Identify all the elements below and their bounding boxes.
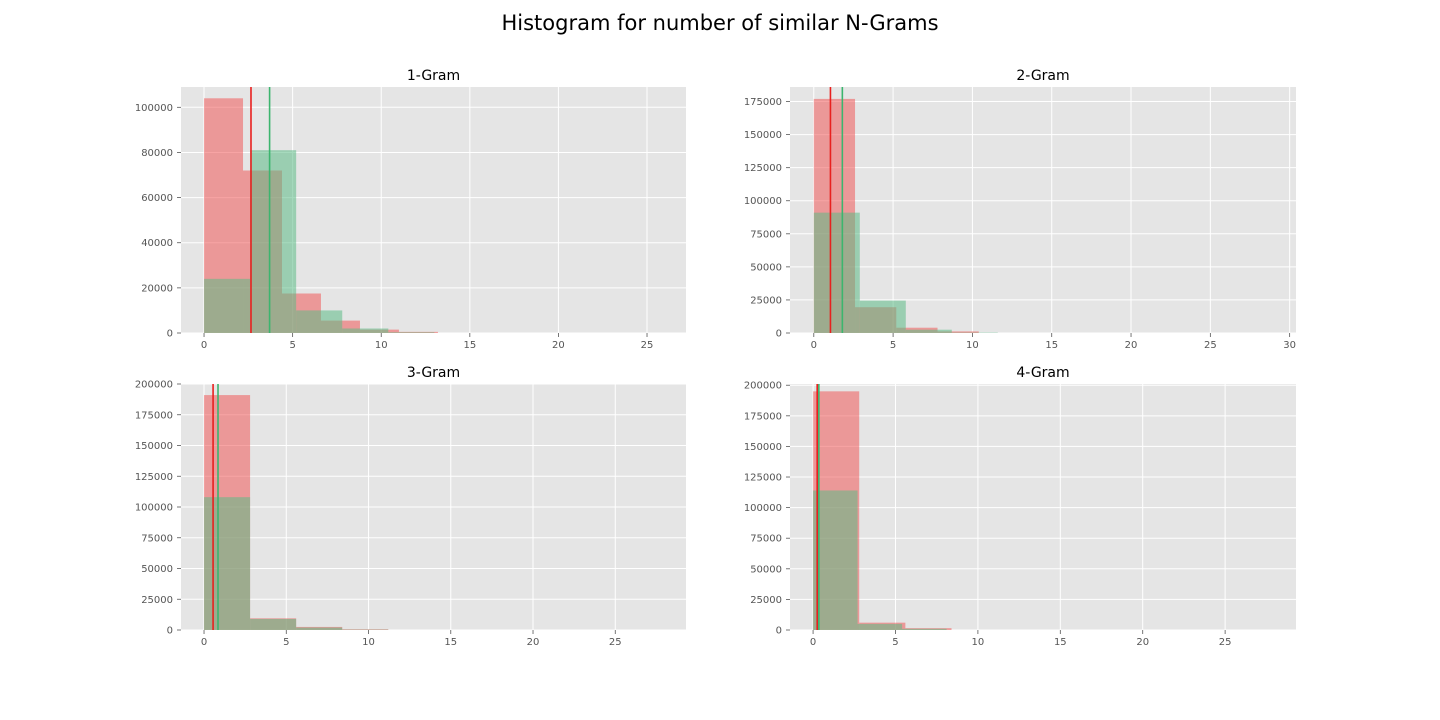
y-tick-label: 50000 — [750, 564, 782, 575]
y-tick-label: 80000 — [141, 148, 173, 159]
x-tick-label: 15 — [1054, 637, 1067, 648]
histogram-bar-green — [905, 329, 952, 333]
histogram-bar-green — [250, 618, 297, 630]
x-tick-label: 0 — [810, 637, 816, 648]
histogram-bar-green — [388, 332, 435, 333]
subplot-title: 1-Gram — [407, 68, 460, 84]
histogram-bar-green — [857, 623, 903, 630]
y-tick-label: 125000 — [135, 472, 173, 483]
y-tick-label: 50000 — [141, 564, 173, 575]
x-tick-label: 10 — [972, 637, 985, 648]
histogram-bar-red — [937, 331, 979, 333]
y-tick-label: 200000 — [135, 380, 173, 391]
subplot-title: 4-Gram — [1016, 365, 1069, 381]
x-tick-label: 25 — [641, 340, 654, 351]
y-tick-label: 150000 — [744, 442, 782, 453]
y-tick-label: 25000 — [141, 595, 173, 606]
y-tick-label: 0 — [776, 626, 782, 637]
y-tick-label: 0 — [167, 329, 173, 340]
x-tick-label: 20 — [1136, 637, 1149, 648]
y-tick-label: 40000 — [141, 238, 173, 249]
y-tick-label: 100000 — [135, 103, 173, 114]
x-tick-label: 5 — [283, 637, 289, 648]
subplot-title: 2-Gram — [1016, 68, 1069, 84]
x-tick-label: 15 — [463, 340, 476, 351]
subplot-title: 3-Gram — [407, 365, 460, 381]
histogram-bar-green — [902, 628, 947, 630]
histogram-bar-green — [813, 212, 860, 333]
histogram-bar-green — [296, 627, 343, 630]
x-tick-label: 20 — [1125, 340, 1138, 351]
plot-area — [790, 384, 1296, 630]
y-tick-label: 175000 — [744, 411, 782, 422]
y-tick-label: 75000 — [750, 229, 782, 240]
y-tick-label: 150000 — [135, 441, 173, 452]
y-tick-label: 25000 — [750, 595, 782, 606]
x-tick-label: 15 — [1045, 340, 1058, 351]
y-tick-label: 75000 — [141, 533, 173, 544]
x-tick-label: 15 — [444, 637, 457, 648]
y-tick-label: 100000 — [744, 196, 782, 207]
x-tick-label: 25 — [1204, 340, 1217, 351]
x-tick-label: 10 — [966, 340, 979, 351]
y-tick-label: 25000 — [750, 295, 782, 306]
x-tick-label: 20 — [552, 340, 565, 351]
histogram-bar-green — [342, 328, 389, 333]
histogram-bar-green — [204, 278, 251, 333]
histogram-bar-green — [813, 490, 858, 630]
y-tick-label: 175000 — [744, 97, 782, 108]
y-tick-label: 125000 — [744, 163, 782, 174]
y-tick-label: 0 — [776, 329, 782, 340]
y-tick-label: 200000 — [744, 381, 782, 392]
y-tick-label: 50000 — [750, 262, 782, 273]
x-tick-label: 0 — [201, 340, 207, 351]
y-tick-label: 100000 — [135, 503, 173, 514]
subplot-4: 0 5 10 15 20 25 0 25000 50000 75000 100000 125000 15… — [744, 365, 1296, 648]
x-tick-label: 0 — [201, 637, 207, 648]
plot-area — [790, 87, 1296, 333]
x-tick-label: 5 — [289, 340, 295, 351]
y-tick-label: 125000 — [744, 473, 782, 484]
y-tick-label: 175000 — [135, 410, 173, 421]
x-tick-label: 10 — [375, 340, 388, 351]
x-tick-label: 25 — [1219, 637, 1232, 648]
x-tick-label: 0 — [811, 340, 817, 351]
subplot-2: 0 5 10 15 20 25 30 0 25000 50000 75000 100000 125000… — [744, 68, 1296, 351]
y-tick-label: 100000 — [744, 503, 782, 514]
x-tick-label: 10 — [362, 637, 375, 648]
figure-title: Histogram for number of similar N-Grams — [501, 11, 938, 35]
x-tick-label: 20 — [527, 637, 540, 648]
y-tick-label: 20000 — [141, 283, 173, 294]
x-tick-label: 5 — [892, 637, 898, 648]
x-tick-label: 5 — [890, 340, 896, 351]
x-tick-label: 25 — [609, 637, 622, 648]
y-tick-label: 60000 — [141, 193, 173, 204]
histogram-bar-green — [250, 150, 297, 333]
histogram-bar-green — [296, 310, 343, 333]
histogram-bar-green — [859, 300, 906, 333]
y-tick-label: 75000 — [750, 534, 782, 545]
y-tick-label: 150000 — [744, 130, 782, 141]
x-tick-label: 30 — [1283, 340, 1296, 351]
subplot-3: 0 5 10 15 20 25 0 25000 50000 75000 100000 125000 15… — [135, 365, 686, 648]
subplot-1: 0 5 10 15 20 25 0 20000 40000 60000 80000 100000 1-G… — [135, 68, 686, 351]
histogram-bar-green — [204, 497, 251, 630]
y-tick-label: 0 — [167, 626, 173, 637]
